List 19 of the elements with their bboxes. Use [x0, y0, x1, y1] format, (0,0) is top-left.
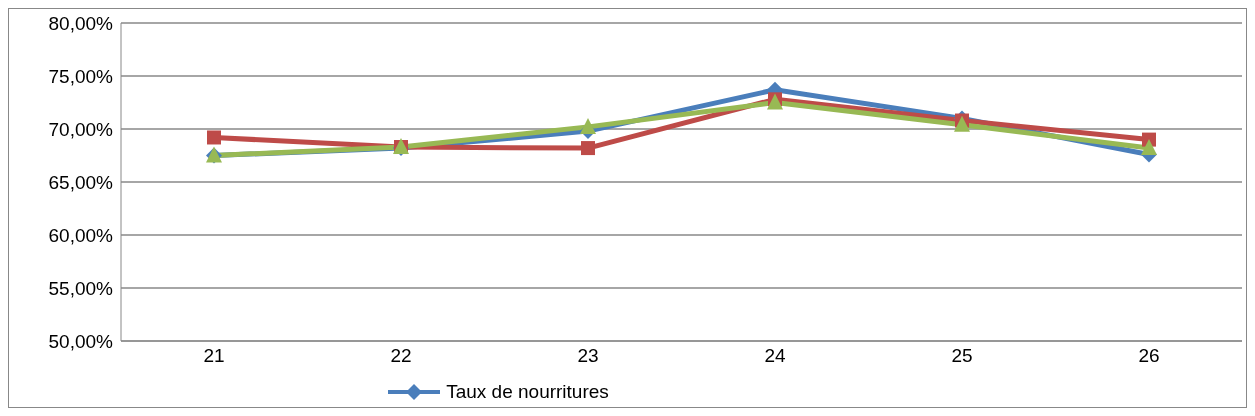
y-tick-label: 75,00% [48, 65, 114, 87]
y-tick-label: 60,00% [48, 224, 114, 246]
point [580, 117, 596, 134]
y-tick-label: 55,00% [48, 277, 114, 299]
y-tick-label: 50,00% [48, 330, 114, 352]
y-tick-label: 80,00% [48, 12, 114, 34]
x-tick-label: 23 [577, 345, 599, 367]
y-tick-label: 70,00% [48, 118, 114, 140]
x-tick-label: 24 [764, 345, 786, 367]
point [1141, 139, 1157, 156]
point [581, 141, 595, 156]
x-tick-label: 21 [203, 345, 225, 367]
x-tick-label: 25 [951, 345, 973, 367]
point [207, 130, 221, 145]
y-tick-label: 65,00% [48, 171, 114, 193]
legend-label: Taux de nourritures [446, 381, 609, 403]
point [954, 115, 970, 132]
x-tick-label: 26 [1138, 345, 1160, 367]
x-tick-label: 22 [390, 345, 412, 367]
